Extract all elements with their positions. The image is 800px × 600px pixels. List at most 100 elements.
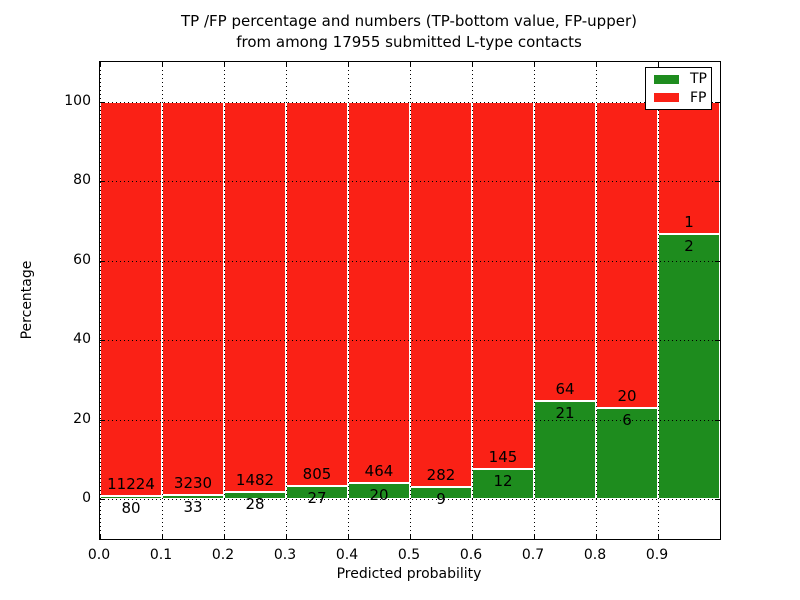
y-tick-left — [100, 102, 105, 103]
bar-segment-tp — [596, 408, 658, 499]
gridline-vertical — [348, 62, 349, 539]
x-tick-label: 0.8 — [583, 547, 607, 563]
x-tick-label: 0.7 — [521, 547, 545, 563]
legend-swatch-tp-icon — [654, 74, 679, 84]
x-tick-top — [534, 62, 535, 67]
x-tick-top — [224, 62, 225, 67]
legend-label-fp: FP — [690, 89, 707, 106]
gridline-vertical — [596, 62, 597, 539]
bar-count-tp: 33 — [183, 498, 203, 516]
gridline-horizontal — [100, 420, 720, 421]
x-tick-bottom — [658, 534, 659, 539]
bar-count-fp: 282 — [426, 466, 456, 484]
gridline-vertical — [534, 62, 535, 539]
x-tick-label: 0.2 — [211, 547, 235, 563]
y-tick-label: 60 — [73, 252, 91, 268]
y-tick-right — [715, 261, 720, 262]
gridline-horizontal — [100, 261, 720, 262]
bar-segment-fp — [658, 102, 720, 234]
chart-title: TP /FP percentage and numbers (TP-bottom… — [99, 11, 719, 53]
y-tick-left — [100, 261, 105, 262]
x-tick-bottom — [286, 534, 287, 539]
gridline-vertical — [658, 62, 659, 539]
bar-count-tp: 27 — [307, 489, 327, 507]
y-tick-label: 40 — [73, 331, 91, 347]
y-tick-left — [100, 420, 105, 421]
x-tick-top — [348, 62, 349, 67]
y-tick-label: 0 — [82, 490, 91, 506]
bar-segment-fp — [224, 102, 286, 492]
bar-segment-fp — [286, 102, 348, 486]
x-tick-label: 0.6 — [459, 547, 483, 563]
x-tick-bottom — [596, 534, 597, 539]
x-tick-top — [410, 62, 411, 67]
chart-title-line2: from among 17955 submitted L-type contac… — [236, 33, 582, 51]
x-tick-label: 0.4 — [335, 547, 359, 563]
x-tick-bottom — [534, 534, 535, 539]
gridline-vertical — [100, 62, 101, 539]
bar-count-fp: 805 — [302, 465, 332, 483]
bar-segment-fp — [162, 102, 224, 495]
bar-segment-fp — [410, 102, 472, 487]
legend-label-tp: TP — [690, 71, 707, 88]
x-tick-bottom — [224, 534, 225, 539]
y-tick-label: 20 — [73, 411, 91, 427]
x-tick-bottom — [162, 534, 163, 539]
x-tick-bottom — [348, 534, 349, 539]
y-tick-right — [715, 181, 720, 182]
x-tick-top — [162, 62, 163, 67]
bar-count-tp: 21 — [555, 404, 575, 422]
x-tick-label: 0.5 — [397, 547, 421, 563]
legend-item-fp: FP — [654, 91, 711, 105]
bar-count-tp: 6 — [622, 411, 632, 429]
gridline-horizontal — [100, 181, 720, 182]
y-tick-left — [100, 181, 105, 182]
x-tick-label: 0.1 — [149, 547, 173, 563]
bar-segment-fp — [348, 102, 410, 483]
legend-item-tp: TP — [654, 72, 711, 86]
x-tick-bottom — [410, 534, 411, 539]
x-tick-top — [658, 62, 659, 67]
bar-count-tp: 9 — [436, 490, 446, 508]
y-tick-right — [715, 102, 720, 103]
bar-count-fp: 1482 — [235, 471, 275, 489]
plot-area: TP FP 11224 80 3230 33 1482 28 805 27 464 20 282 9 1… — [99, 61, 721, 540]
x-tick-label: 0.9 — [645, 547, 669, 563]
gridline-vertical — [286, 62, 287, 539]
bar-count-tp: 20 — [369, 486, 389, 504]
chart-title-line1: TP /FP percentage and numbers (TP-bottom… — [181, 12, 637, 30]
y-tick-right — [715, 420, 720, 421]
bar-count-fp: 3230 — [173, 474, 213, 492]
gridline-horizontal — [100, 499, 720, 500]
y-tick-left — [100, 340, 105, 341]
y-tick-label: 80 — [73, 172, 91, 188]
bar-count-tp: 80 — [121, 499, 141, 517]
x-tick-top — [100, 62, 101, 67]
x-tick-top — [286, 62, 287, 67]
gridline-vertical — [224, 62, 225, 539]
bar-segment-tp — [534, 401, 596, 499]
x-tick-label: 0.3 — [273, 547, 297, 563]
gridline-vertical — [162, 62, 163, 539]
x-tick-label: 0.0 — [87, 547, 111, 563]
y-tick-label: 100 — [64, 93, 91, 109]
legend-swatch-fp-icon — [654, 93, 679, 103]
x-tick-bottom — [100, 534, 101, 539]
bar-segment-fp — [534, 102, 596, 401]
bar-count-tp: 28 — [245, 495, 265, 513]
gridline-vertical — [472, 62, 473, 539]
bar-segment-fp — [596, 102, 658, 408]
gridline-horizontal — [100, 340, 720, 341]
bar-count-fp: 11224 — [107, 475, 155, 493]
x-tick-top — [596, 62, 597, 67]
y-tick-left — [100, 499, 105, 500]
y-tick-right — [715, 340, 720, 341]
bar-segment-tp — [658, 234, 720, 499]
gridline-vertical — [410, 62, 411, 539]
gridline-horizontal — [100, 102, 720, 103]
bar-count-fp: 20 — [617, 387, 637, 405]
x-axis-label: Predicted probability — [336, 566, 482, 582]
bar-segment-fp — [472, 102, 534, 469]
x-tick-bottom — [472, 534, 473, 539]
